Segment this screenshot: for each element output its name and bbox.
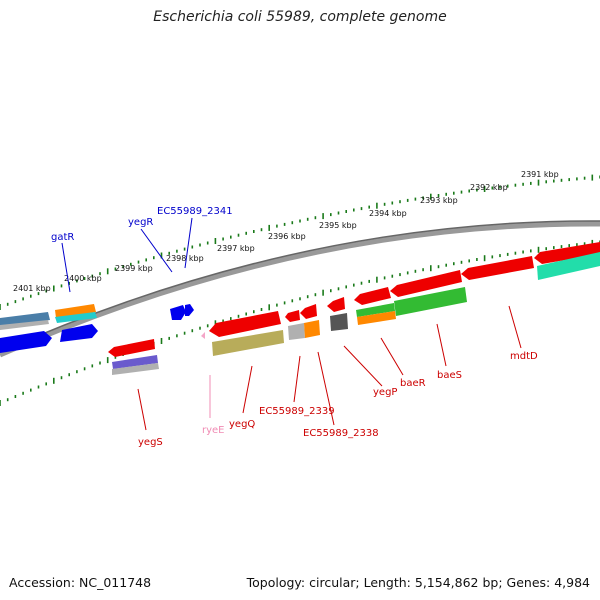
callout-line [293,355,301,403]
gene-arrow[interactable] [112,355,158,369]
callout-line [242,365,253,414]
callout-line [436,323,447,367]
map-title: Escherichia coli 55989, complete genome [153,9,447,25]
callout-line [317,351,335,426]
gene-arrow[interactable] [0,331,52,353]
gene-track-reverse [108,252,600,375]
gene-label-yegs[interactable]: yegS [138,437,163,448]
gene-arrow[interactable] [354,287,391,305]
gene-arrow[interactable] [534,242,600,264]
callout-line [140,228,173,273]
ruler-label: 2391 kbp [521,170,559,179]
gene-arrow[interactable] [356,303,395,317]
callout-line [61,242,71,293]
gene-label-yegq[interactable]: yegQ [229,419,255,430]
outer-ruler [0,174,600,310]
gene-arrow[interactable] [60,324,98,342]
gene-arrow[interactable] [330,313,348,331]
gene-arrow[interactable] [288,323,305,340]
accession-text: Accession: NC_011748 [9,575,152,590]
gene-label-gatr[interactable]: gatR [51,232,74,243]
callout-line [184,217,193,269]
callout-lines [61,217,522,431]
gene-arrow[interactable] [112,363,159,375]
gene-label-ec55989-2341[interactable]: EC55989_2341 [157,206,233,217]
gene-arrow[interactable] [394,287,467,316]
gene-arrow[interactable] [201,332,205,339]
callout-line [380,337,404,376]
gene-label-yegp[interactable]: yegP [373,387,397,398]
gene-label-mdtd[interactable]: mdtD [510,351,538,362]
gene-arrow[interactable] [212,330,284,356]
gene-arrow[interactable] [300,304,317,319]
gene-arrow[interactable] [55,304,96,318]
gene-label-ryee[interactable]: ryeE [202,425,225,436]
callout-line [137,388,147,431]
gene-arrow[interactable] [304,320,320,338]
gene-label-yegr[interactable]: yegR [128,217,153,228]
gene-arrow[interactable] [108,339,155,357]
ruler-label: 2392 kbp [470,183,508,192]
inner-ruler [0,239,600,406]
ruler-label: 2396 kbp [268,232,306,241]
gene-arrow[interactable] [390,270,462,297]
callout-line [343,345,383,387]
ruler-labels: 2401 kbp 2400 kbp 2399 kbp 2398 kbp 2397 kbp… [13,170,559,293]
gene-arrow[interactable] [55,312,97,323]
genome-summary-text: Topology: circular; Length: 5,154,862 bp… [246,575,590,590]
gene-arrow[interactable] [0,312,50,327]
ruler-label: 2397 kbp [217,244,255,253]
gene-label-baes[interactable]: baeS [437,370,462,381]
gene-arrow[interactable] [0,320,49,330]
genome-backbone [0,221,600,358]
callout-line [508,305,522,349]
gene-labels: gatR yegR EC55989_2341 yegS ryeE yegQ EC… [51,206,538,448]
ruler-label: 2393 kbp [420,196,458,205]
gene-track-middle [0,242,600,353]
ruler-label: 2398 kbp [166,254,204,263]
gene-label-baer[interactable]: baeR [400,378,426,389]
gene-arrow[interactable] [357,311,396,325]
ruler-label: 2401 kbp [13,284,51,293]
gene-label-ec55989-2338[interactable]: EC55989_2338 [303,428,379,439]
ruler-label: 2395 kbp [319,221,357,230]
ruler-label: 2400 kbp [64,274,102,283]
ruler-label: 2399 kbp [115,264,153,273]
gene-label-ec55989-2339[interactable]: EC55989_2339 [259,406,335,417]
gene-arrow[interactable] [327,297,345,312]
ruler-label: 2394 kbp [369,209,407,218]
gene-arrow[interactable] [185,304,194,316]
gene-track-forward [0,304,194,330]
gene-arrow[interactable] [209,311,281,337]
gene-arrow[interactable] [461,256,534,280]
gene-arrow[interactable] [537,252,600,280]
gene-arrow[interactable] [170,305,186,320]
gene-arrow[interactable] [285,310,300,322]
